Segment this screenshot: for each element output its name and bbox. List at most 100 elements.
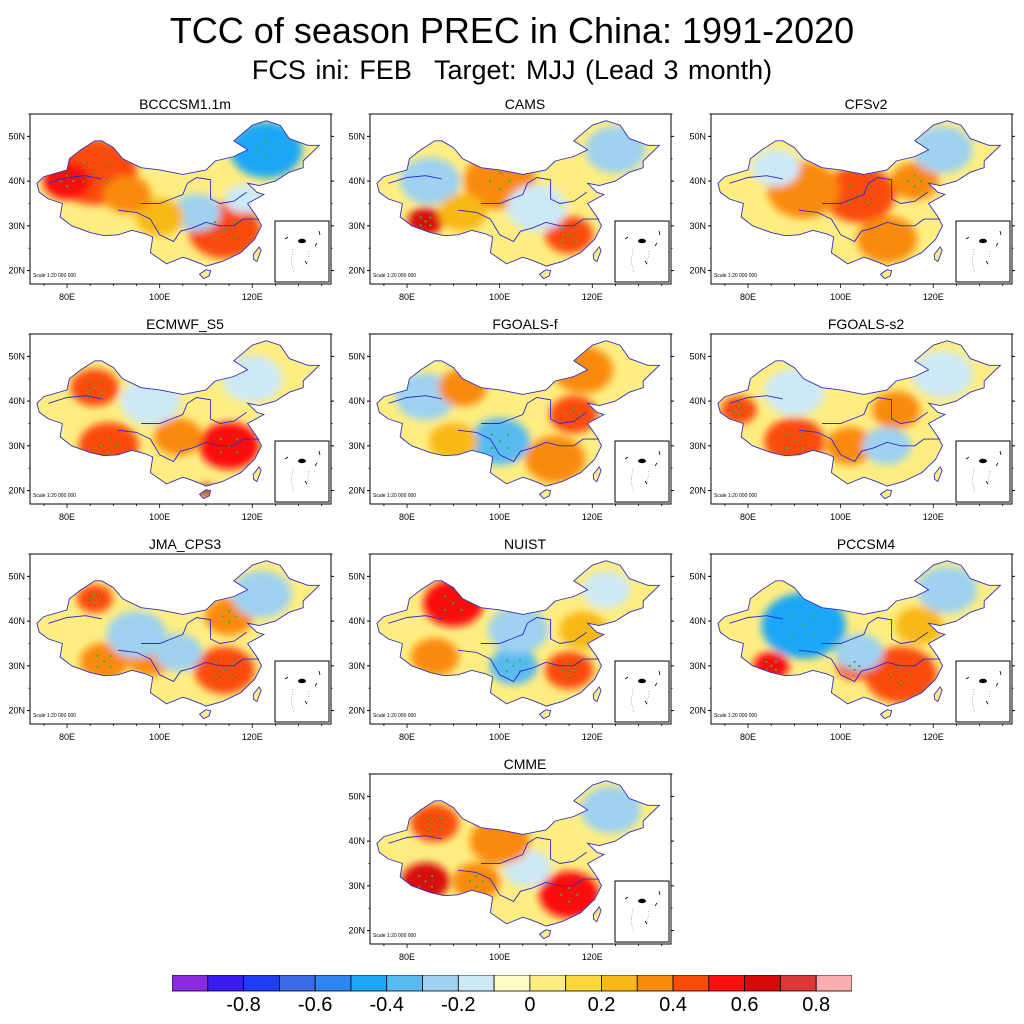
- significance-dot: [93, 386, 96, 389]
- river-line: [798, 209, 941, 243]
- river-line: [457, 429, 600, 463]
- scale-note: Scale 1:20 000 000: [33, 273, 76, 279]
- lon-tick-label: 80E: [59, 512, 75, 522]
- south-china-sea-inset: [614, 220, 670, 283]
- map-panel: BCCCSM1.1m Scale 1:20 000 000 20N 30N 40N 50N…: [0, 96, 340, 316]
- significance-dot: [93, 593, 96, 596]
- colorbar-tick-label: 0.2: [587, 994, 616, 1016]
- panel-title: FGOALS-f: [492, 316, 558, 332]
- lat-tick-label: 20N: [8, 266, 25, 276]
- significance-dot: [96, 665, 99, 668]
- significance-dot: [96, 654, 99, 658]
- significance-dot: [231, 662, 234, 665]
- colorbar-box: [314, 974, 352, 992]
- significance-dot: [215, 662, 218, 665]
- significance-dot: [770, 664, 773, 667]
- south-china-sea-inset: [614, 660, 670, 723]
- lat-tick-label: 30N: [348, 441, 365, 451]
- south-china-sea-inset: [614, 440, 670, 503]
- colorbar-box: [708, 974, 746, 992]
- tcc-anomaly-patch: [231, 570, 292, 618]
- colorbar-tick-label: -0.4: [369, 994, 404, 1016]
- significance-dot: [561, 228, 564, 231]
- lat-tick-label: 40N: [689, 176, 706, 186]
- scale-note: Scale 1:20 000 000: [714, 273, 757, 279]
- significance-dot: [579, 413, 582, 416]
- colorbar-tick-label: -0.2: [441, 994, 476, 1016]
- china-boundary: [36, 560, 321, 720]
- panel-title: FGOALS-s2: [827, 316, 905, 332]
- river-line: [117, 429, 260, 463]
- significance-dot: [236, 451, 239, 454]
- tcc-map: Scale 1:20 000 000 20N 30N 40N 50N 80E 100E 120…: [8, 113, 334, 302]
- lon-tick-label: 80E: [740, 732, 756, 742]
- map-panel: NUIST Scale 1:20 000 000 20N 30N 40N 50N 80E 10…: [340, 536, 680, 756]
- tcc-map: Scale 1:20 000 000 20N 30N 40N 50N 80E 100E 120…: [348, 553, 674, 742]
- tcc-map: Scale 1:20 000 000 20N 30N 40N 50N 80E 100E 120…: [689, 113, 1015, 302]
- significance-dot: [574, 669, 577, 672]
- significance-dot: [791, 633, 794, 637]
- lon-tick-label: 100E: [489, 292, 510, 302]
- south-china-sea-inset: [955, 440, 1011, 503]
- lon-tick-label: 100E: [149, 732, 170, 742]
- china-boundary: [717, 120, 1002, 280]
- colorbar-box: [565, 974, 602, 992]
- significance-dot: [920, 180, 923, 183]
- china-boundary: [36, 120, 321, 280]
- river-line: [481, 617, 587, 644]
- significance-dot: [506, 446, 509, 450]
- significance-dot: [219, 438, 223, 441]
- significance-dot: [566, 413, 569, 416]
- tcc-map: Scale 1:20 000 000 20N 30N 40N 50N 80E 100E 120…: [348, 773, 674, 962]
- scale-note: Scale 1:20 000 000: [373, 273, 416, 279]
- colorbar-box: [529, 974, 567, 992]
- lat-tick-label: 20N: [689, 706, 706, 716]
- significance-dot: [100, 381, 103, 384]
- lat-tick-label: 30N: [8, 441, 25, 451]
- significance-dot: [737, 404, 740, 408]
- tcc-anomaly-patch: [549, 395, 598, 434]
- colorbar-tick-label: 0.6: [730, 994, 759, 1016]
- lat-tick-label: 20N: [348, 926, 365, 936]
- tcc-anomaly-patch: [895, 606, 944, 645]
- tcc-anomaly-patch: [912, 126, 973, 174]
- colorbar-tick-label: 0.4: [659, 994, 687, 1016]
- significance-dot: [65, 185, 69, 188]
- significance-dot: [858, 664, 861, 667]
- tcc-anomaly-patch: [912, 350, 973, 398]
- panel-title: PCCSM4: [836, 536, 896, 552]
- significance-dot: [440, 816, 443, 819]
- significance-dot: [568, 233, 571, 236]
- significance-dot: [87, 391, 90, 395]
- scale-note: Scale 1:20 000 000: [373, 933, 416, 939]
- lon-tick-label: 80E: [399, 512, 415, 522]
- colorbar-box: [780, 974, 817, 992]
- significance-dot: [93, 601, 96, 604]
- significance-dot: [813, 633, 817, 637]
- lon-tick-label: 120E: [923, 732, 944, 742]
- china-boundary: [36, 340, 321, 500]
- significance-dot: [255, 148, 258, 151]
- lat-tick-label: 30N: [689, 441, 706, 451]
- significance-dot: [231, 675, 234, 679]
- tcc-anomaly-patch: [103, 175, 152, 214]
- lat-tick-label: 40N: [8, 616, 25, 626]
- significance-dot: [909, 673, 912, 676]
- china-boundary: [717, 560, 1002, 720]
- significance-dot: [475, 885, 478, 888]
- significance-dot: [867, 185, 871, 188]
- panel-title: BCCCSM1.1m: [139, 96, 231, 112]
- lon-tick-label: 100E: [830, 732, 851, 742]
- significance-dot: [813, 615, 817, 618]
- river-line: [48, 615, 102, 624]
- significance-dot: [791, 615, 794, 618]
- river-line: [388, 395, 442, 404]
- map-panel: FGOALS-s2 Scale 1:20 000 000 20N 30N 40N 50N 8…: [681, 316, 1021, 536]
- south-china-sea-inset: [274, 440, 330, 503]
- tcc-anomaly-patch: [751, 148, 800, 187]
- south-china-sea-inset: [614, 880, 670, 943]
- significance-dot: [427, 827, 430, 830]
- lat-tick-label: 30N: [689, 661, 706, 671]
- panel-title: NUIST: [504, 536, 546, 552]
- significance-dot: [228, 620, 231, 624]
